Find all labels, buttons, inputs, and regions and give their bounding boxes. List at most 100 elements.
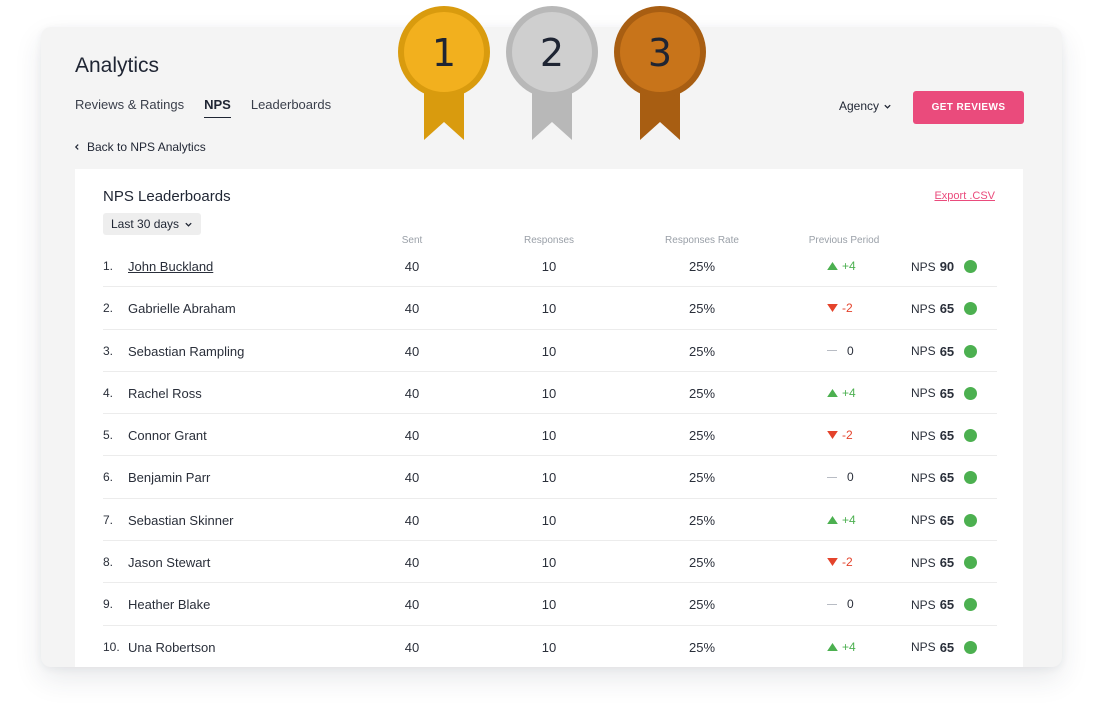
responses-rate-value: 25% [688,597,716,613]
export-csv-link[interactable]: Export .CSV [934,190,995,202]
table-row: 9. Heather Blake 40 10 25% 0 NPS 65 [103,583,997,626]
agent-name: Heather Blake [128,597,211,613]
agent-name[interactable]: John Buckland [128,259,214,274]
change-value: +4 [842,512,856,527]
responses-rate-value: 25% [688,512,716,528]
responses-rate-value: 25% [688,301,716,317]
chevron-down-icon [884,104,891,109]
rank: 4. [103,385,114,400]
leaderboard-card: NPS Leaderboards Export .CSV Last 30 day… [75,169,1023,667]
responses-value: 10 [541,385,557,401]
arrow-down-icon [827,304,838,313]
tab-reviews-ratings[interactable]: Reviews & Ratings [75,97,185,112]
table-row: 2. Gabrielle Abraham 40 10 25% -2 NPS 65 [103,287,997,330]
get-reviews-button[interactable]: GET REVIEWS [913,91,1024,124]
column-header-sent: Sent [401,235,423,246]
nps-value: 65 [939,385,955,401]
chevron-left-icon [74,144,79,150]
rank: 5. [103,428,114,443]
nps-score: NPS 65 [911,428,978,444]
medal-ribbon-icon: 2 [506,6,598,140]
nps-score: NPS 65 [911,343,978,359]
sent-value: 40 [404,428,420,444]
nps-value: 65 [939,428,955,444]
previous-period-change: +4 [827,640,856,654]
responses-rate-value: 25% [688,343,716,359]
status-dot-icon [964,513,978,527]
tab-leaderboards[interactable]: Leaderboards [250,97,332,112]
medal-number: 2 [540,31,564,75]
sent-value: 40 [404,385,420,401]
sent-value: 40 [404,639,420,655]
agency-dropdown[interactable]: Agency [839,99,892,113]
status-dot-icon [964,471,978,485]
dash-icon [827,476,837,478]
sent-value: 40 [404,597,420,613]
nps-label: NPS [911,259,936,274]
responses-value: 10 [541,301,557,317]
dash-icon [827,603,837,605]
responses-rate-value: 25% [688,428,716,444]
rank: 6. [103,470,114,485]
status-dot-icon [964,386,978,400]
nps-value: 65 [939,597,955,613]
responses-value: 10 [541,512,557,528]
agent-name: Connor Grant [128,428,207,444]
nps-value: 65 [939,555,955,571]
change-value: -2 [842,555,853,570]
medal-number: 3 [648,31,672,75]
medal-ribbon-icon: 3 [614,6,706,140]
sent-value: 40 [404,512,420,528]
arrow-up-icon [827,262,838,270]
change-value: -2 [842,301,853,316]
rank: 7. [103,512,114,527]
previous-period-change: +4 [827,259,856,273]
table-row: 4. Rachel Ross 40 10 25% +4 NPS 65 [103,372,997,415]
nps-value: 65 [939,639,955,655]
rank: 3. [103,343,114,358]
status-dot-icon [964,556,978,570]
sent-value: 40 [404,301,420,317]
tab-nps[interactable]: NPS [204,97,231,118]
agent-name: Rachel Ross [128,385,202,401]
back-to-nps-link[interactable]: Back to NPS Analytics [73,140,206,154]
nps-value: 65 [939,470,955,486]
nps-score: NPS 65 [911,301,978,316]
arrow-down-icon [827,558,838,567]
analytics-tabs: Reviews & Ratings NPS Leaderboards [75,97,331,118]
status-dot-icon [964,429,978,443]
medal-1: 1 [396,4,492,144]
page-title: Analytics [75,54,160,77]
nps-score: NPS 65 [911,639,978,655]
nps-score: NPS 90 [911,259,978,274]
responses-value: 10 [541,470,557,486]
dash-icon [827,350,837,352]
change-value: +4 [842,639,856,654]
responses-value: 10 [541,428,557,444]
rank: 2. [103,301,114,316]
responses-rate-value: 25% [688,385,716,401]
arrow-up-icon [827,388,838,397]
date-range-dropdown[interactable]: Last 30 days [103,213,202,235]
nps-value: 65 [939,343,955,359]
agency-label: Agency [839,99,880,113]
table-row: 8. Jason Stewart 40 10 25% -2 NPS 65 [103,541,997,584]
rank: 8. [103,555,114,570]
nps-value: 90 [939,259,955,274]
nps-label: NPS [911,428,936,443]
previous-period-change: -2 [827,555,853,569]
table-row: 5. Connor Grant 40 10 25% -2 NPS 65 [103,414,997,457]
date-range-label: Last 30 days [111,217,180,231]
agent-name: Sebastian Rampling [128,343,245,359]
sent-value: 40 [404,343,420,359]
column-header-previous-period: Previous Period [808,235,880,246]
change-value: 0 [847,470,854,485]
responses-value: 10 [541,259,557,274]
agent-name: Jason Stewart [128,555,211,571]
change-value: 0 [847,597,854,612]
nps-score: NPS 65 [911,513,978,528]
status-dot-icon [964,260,978,273]
back-label: Back to NPS Analytics [87,140,206,154]
nps-label: NPS [911,344,936,359]
responses-rate-value: 25% [688,470,716,486]
